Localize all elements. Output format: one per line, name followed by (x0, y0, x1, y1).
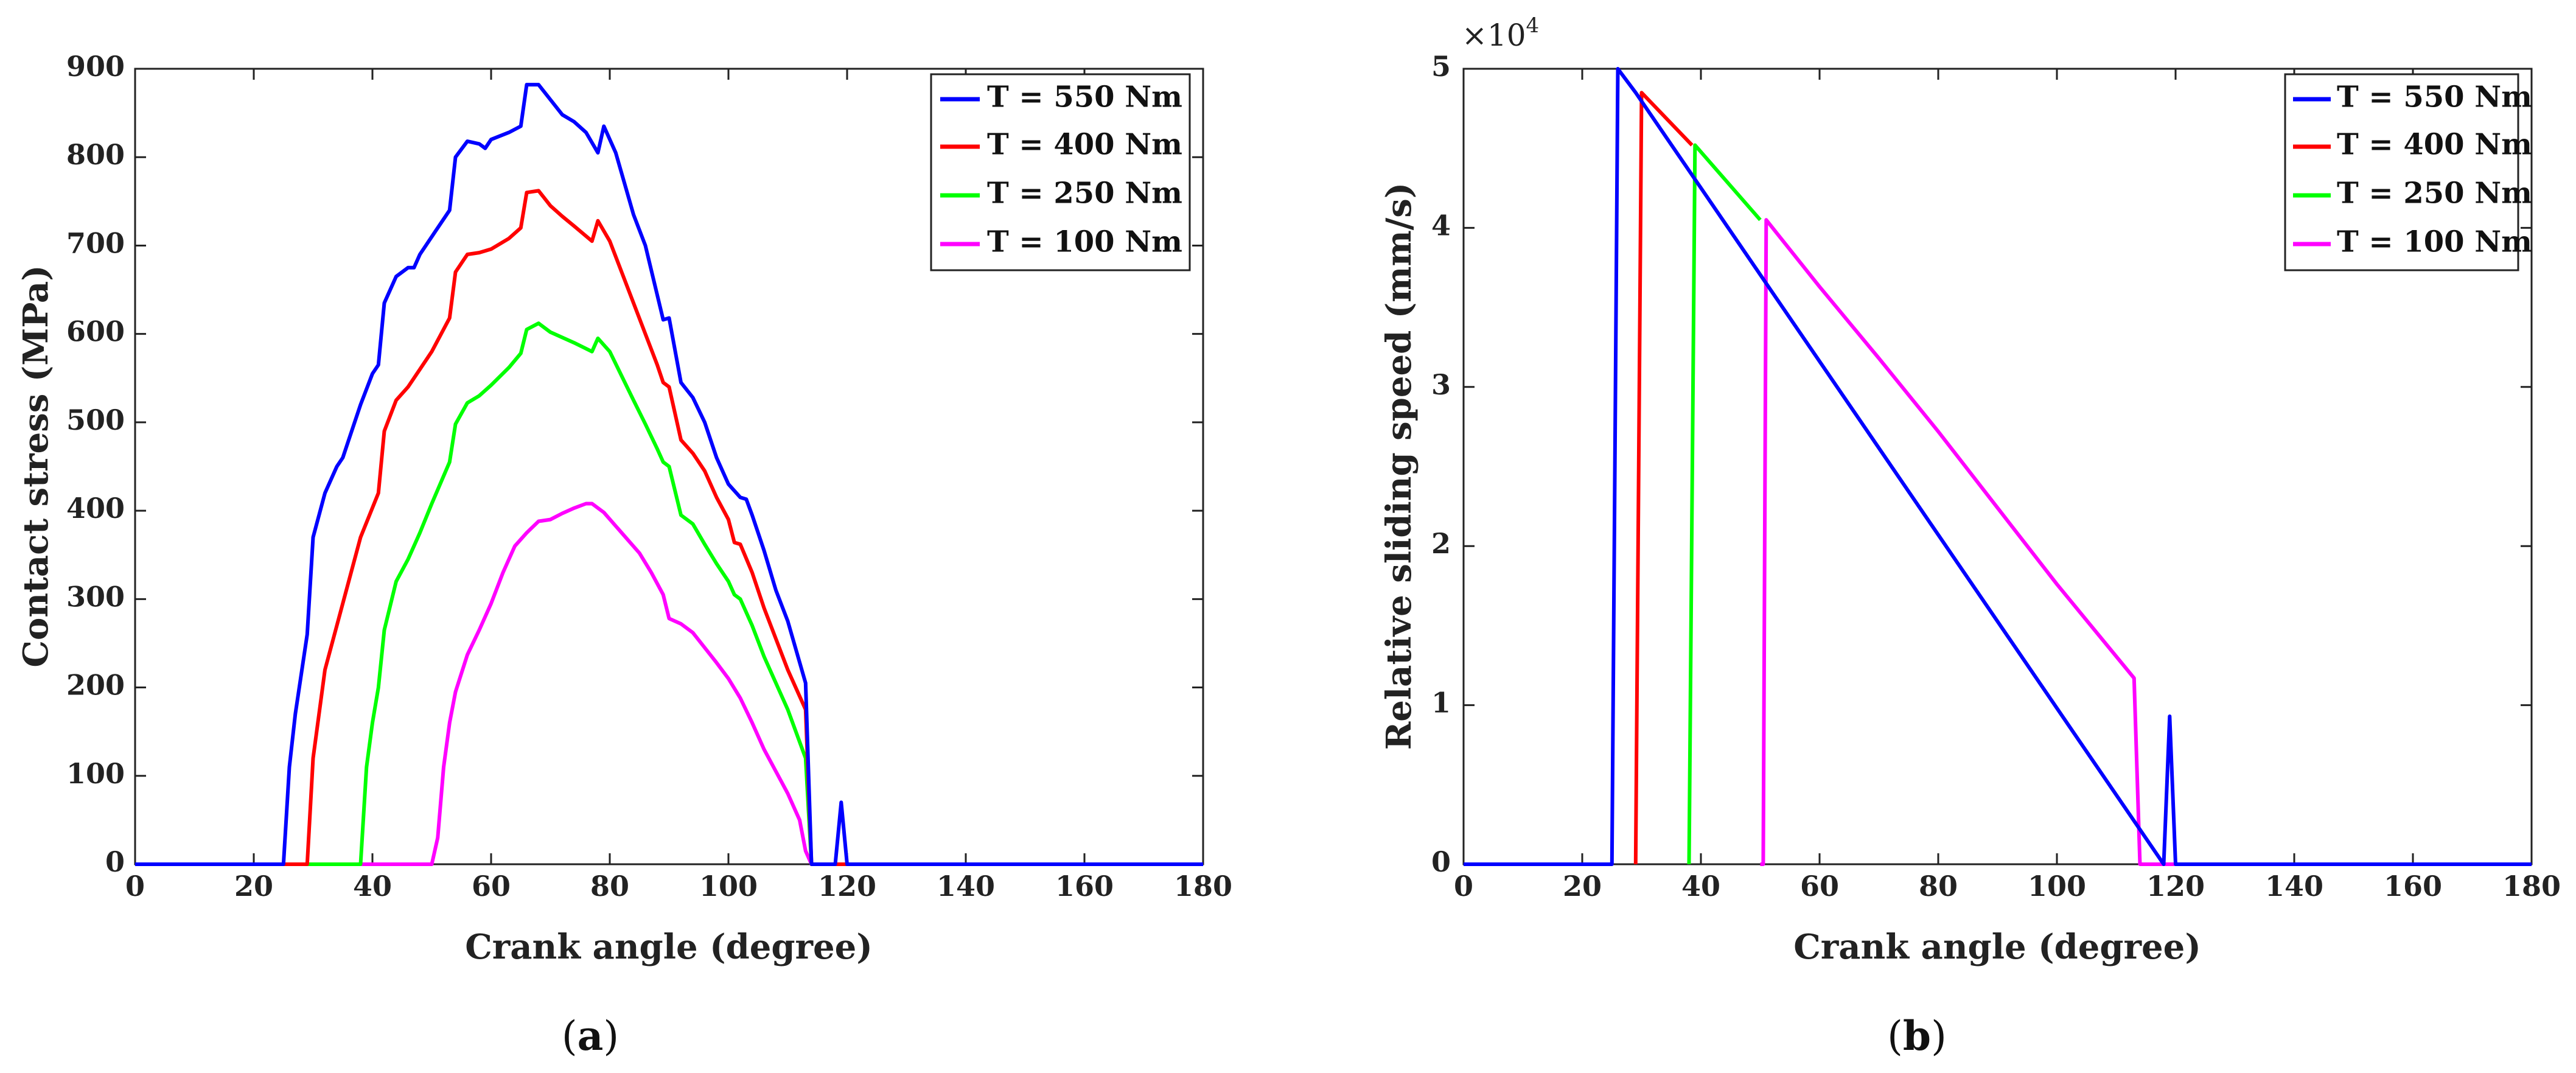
y-tick-label: 300 (66, 580, 125, 613)
y-tick-label: 600 (66, 315, 125, 348)
x-tick-label: 100 (2028, 870, 2086, 903)
y-axis-label: Relative sliding speed (mm/s) (1379, 183, 1419, 750)
x-tick-label: 40 (353, 870, 392, 903)
legend-label: T = 550 Nm (2337, 80, 2532, 114)
x-tick-label: 140 (937, 870, 995, 903)
series-line-400nm (135, 189, 1203, 866)
y-axis-label: Contact stress (MPa) (16, 265, 56, 667)
x-axis-label: Crank angle (degree) (465, 927, 873, 967)
series-line-400nm (1633, 91, 1694, 865)
legend-label: T = 400 Nm (2337, 128, 2532, 162)
x-tick-label: 0 (125, 870, 145, 903)
x-tick-label: 40 (1681, 870, 1720, 903)
legend-b: T = 550 Nm T = 400 Nm T = 250 Nm T = 100… (2284, 73, 2532, 271)
x-tick-label: 80 (1919, 870, 1958, 903)
legend-label: T = 250 Nm (2337, 177, 2532, 211)
x-tick-label: 160 (2384, 870, 2442, 903)
y-axis-multiplier: ×104 (1462, 13, 1539, 53)
y-tick-label: 2 (1431, 527, 1451, 560)
chart-a: 0 100 200 300 400 500 600 700 800 900 0 … (16, 50, 1232, 1060)
panel-label-b: (b) (1887, 1012, 1947, 1060)
y-tick-label: 100 (66, 757, 125, 790)
x-tick-label: 80 (590, 870, 629, 903)
y-tick-label: 4 (1431, 209, 1451, 242)
x-tick-label: 160 (1055, 870, 1114, 903)
x-tick-label: 120 (818, 870, 876, 903)
legend-label: T = 250 Nm (987, 177, 1182, 211)
y-tick-label: 500 (66, 404, 125, 436)
x-tick-label: 100 (699, 870, 758, 903)
legend-label: T = 400 Nm (987, 128, 1182, 162)
series-line-100nm (135, 502, 1203, 866)
y-tick-label: 700 (66, 226, 125, 259)
series-line-550nm (135, 83, 1203, 866)
series-group-b (1464, 67, 2532, 866)
x-tick-label: 20 (1563, 870, 1602, 903)
y-tick-label: 0 (105, 845, 125, 878)
series-group-a (135, 83, 1203, 866)
legend-a: T = 550 Nm T = 400 Nm T = 250 Nm T = 100… (930, 73, 1191, 271)
chart-b: 0 1 2 3 4 5 ×104 0 20 40 60 80 100 120 1… (1379, 13, 2561, 1060)
y-tick-label: 3 (1431, 368, 1451, 401)
x-tick-label: 120 (2146, 870, 2205, 903)
y-tick-label: 5 (1431, 50, 1451, 83)
legend-box (930, 73, 1191, 271)
series-line-550nm (1464, 67, 2532, 866)
x-tick-label: 60 (472, 870, 511, 903)
x-tick-label: 180 (2502, 870, 2561, 903)
y-tick-label: 0 (1431, 845, 1451, 878)
y-tick-label: 900 (66, 50, 125, 83)
panel-label-a: (a) (562, 1012, 619, 1060)
x-tick-label: 0 (1454, 870, 1473, 903)
series-line-250nm (135, 321, 1203, 866)
x-tick-label: 60 (1800, 870, 1839, 903)
legend-label: T = 100 Nm (2337, 225, 2532, 259)
x-tick-label: 20 (234, 870, 273, 903)
legend-box (2284, 73, 2519, 271)
x-tick-label: 180 (1174, 870, 1232, 903)
series-line-100nm (1760, 218, 2532, 866)
legend-label: T = 550 Nm (987, 80, 1182, 114)
x-axis-label: Crank angle (degree) (1793, 927, 2201, 967)
series-line-250nm (1687, 143, 1762, 865)
y-tick-label: 400 (66, 492, 125, 525)
y-tick-label: 800 (66, 138, 125, 171)
y-tick-label: 1 (1431, 687, 1451, 719)
legend-label: T = 100 Nm (987, 225, 1182, 259)
y-tick-label: 200 (66, 669, 125, 702)
x-tick-label: 140 (2265, 870, 2323, 903)
